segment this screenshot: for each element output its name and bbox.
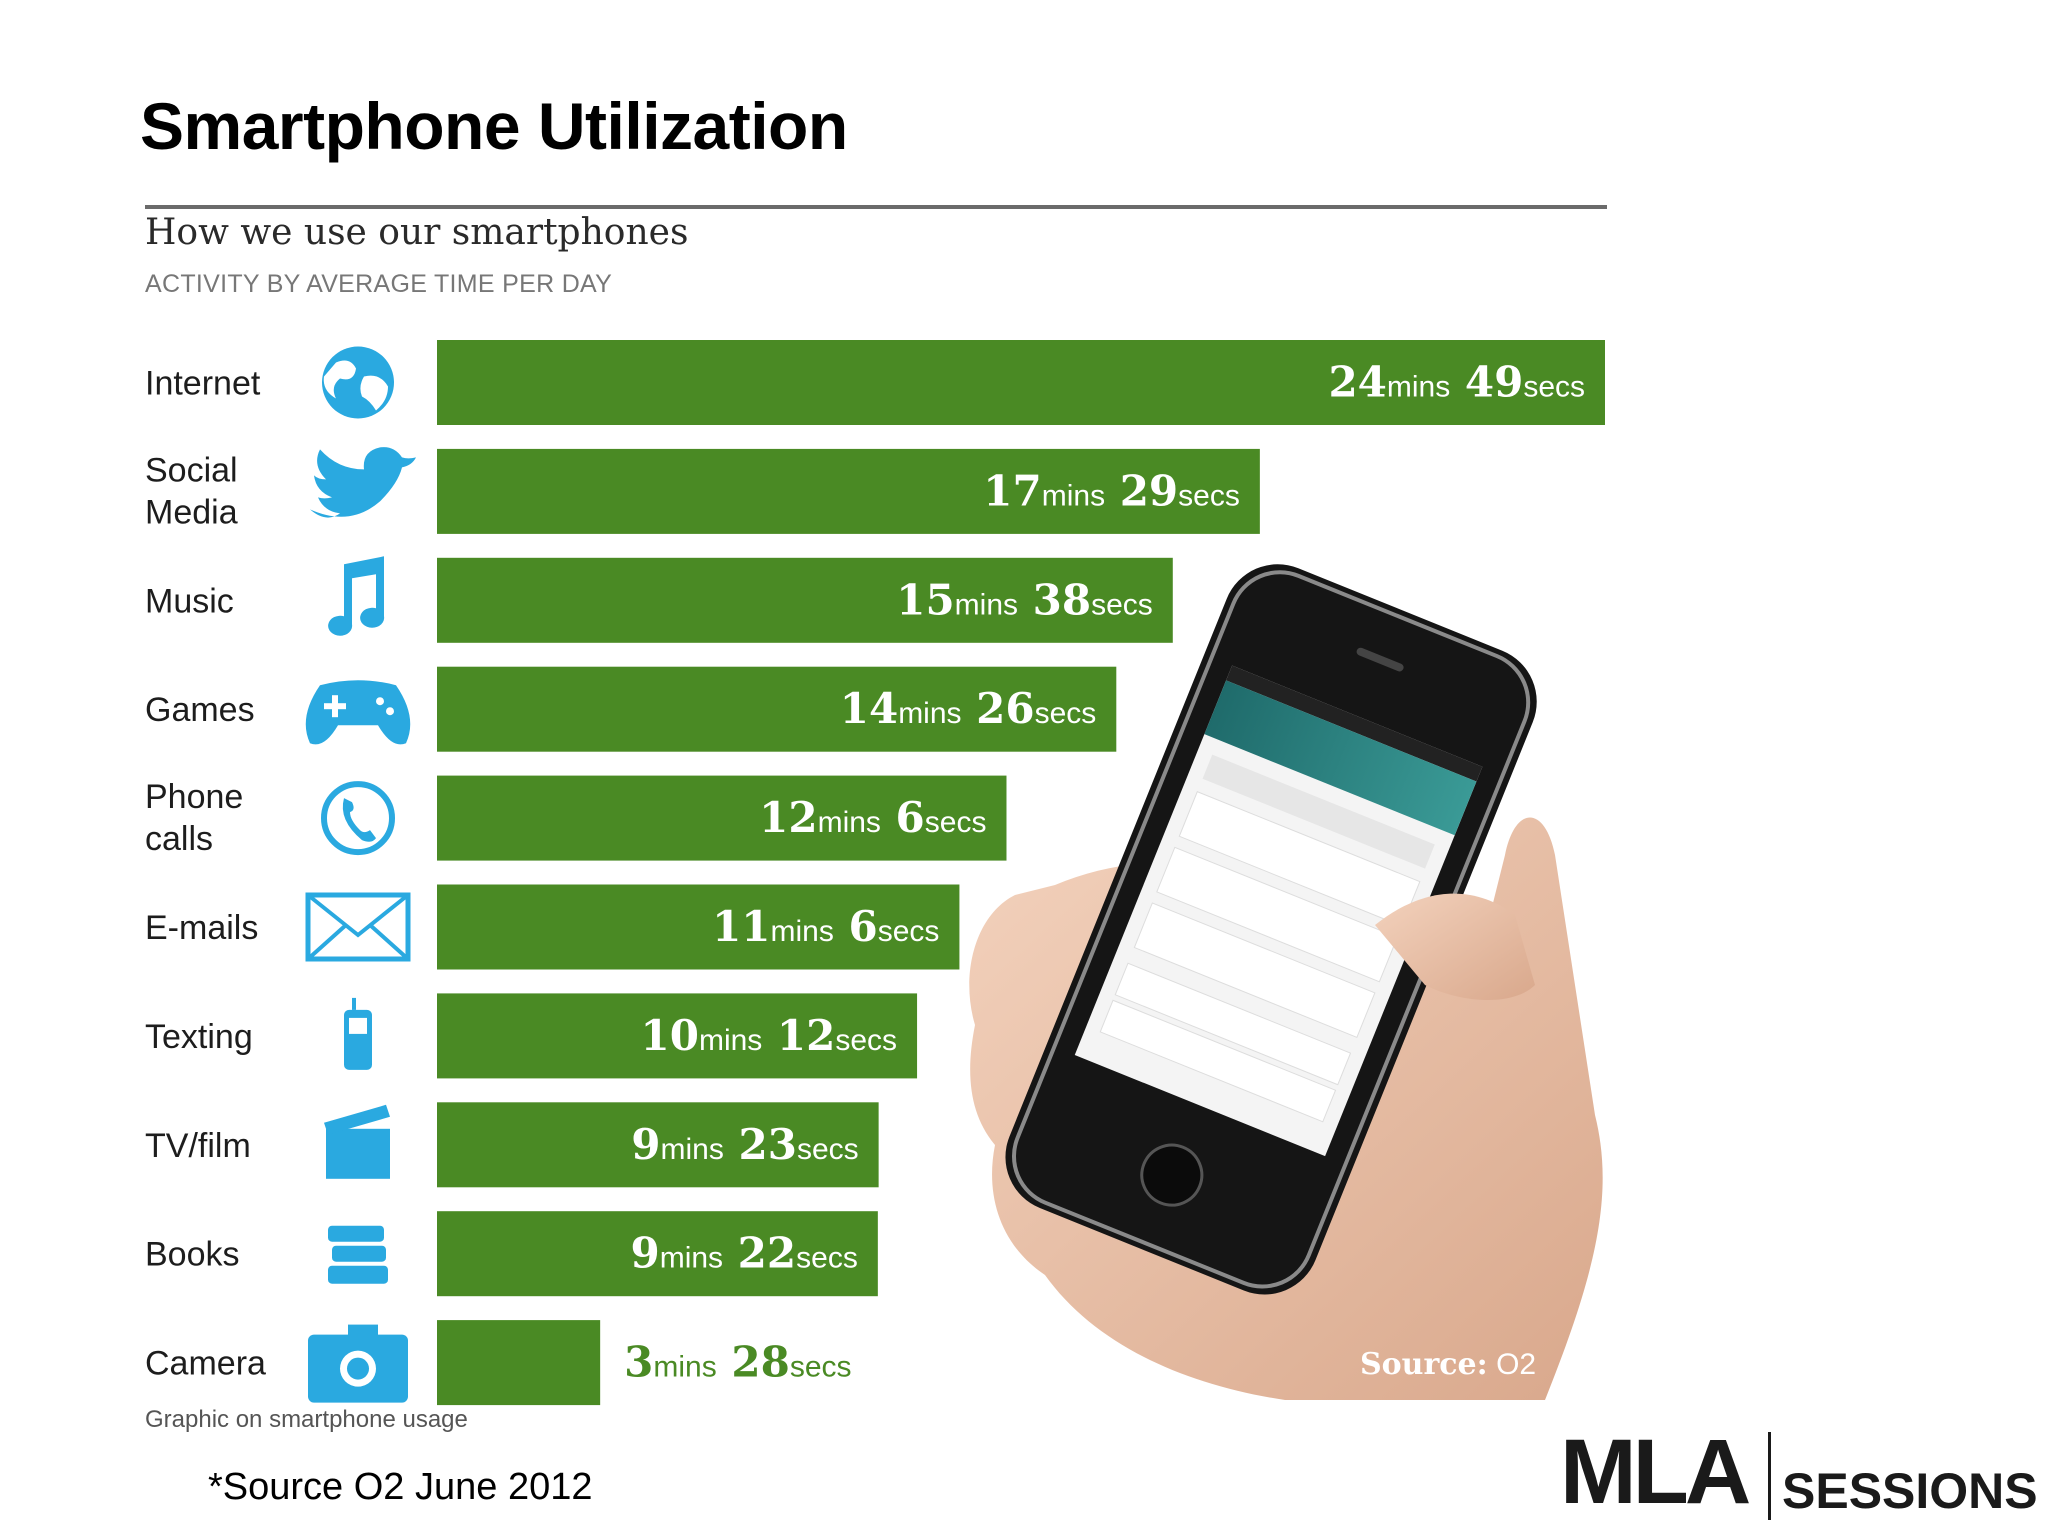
globe-icon [322, 346, 394, 419]
category-label: Books [145, 1236, 240, 1274]
value-label: 11mins 6secs [712, 902, 939, 951]
category-label: Music [145, 582, 234, 620]
value-label: 17mins 29secs [983, 466, 1240, 515]
bar-texting [437, 993, 918, 1079]
phone-icon [321, 781, 395, 856]
category-label: Phone calls [145, 778, 243, 858]
category-label: Internet [145, 365, 261, 403]
mobile-icon [344, 997, 372, 1070]
books-icon [328, 1225, 388, 1284]
bar-books [437, 1211, 878, 1297]
category-label: Texting [145, 1018, 253, 1056]
bar-camera [437, 1320, 601, 1406]
chart-subtitle: ACTIVITY BY AVERAGE TIME PER DAY [145, 270, 613, 298]
bar-e-mails [437, 884, 960, 970]
slide-title: Smartphone Utilization [140, 89, 848, 163]
value-label: 3mins 28secs [624, 1338, 851, 1387]
category-label: Camera [145, 1345, 266, 1383]
value-label: 12mins 6secs [759, 793, 986, 842]
camera-icon [308, 1324, 408, 1403]
mla-sessions-logo: MLA SESSIONS [1560, 1421, 2038, 1523]
bar-internet [437, 340, 1605, 425]
bar-social-media [437, 448, 1260, 534]
value-label: 9mins 23secs [631, 1120, 858, 1169]
category-label: Games [145, 691, 255, 729]
bar-phone-calls [437, 775, 1007, 861]
gamepad-icon [305, 680, 411, 745]
envelope-icon [305, 892, 411, 962]
chart-caption: Graphic on smartphone usage [145, 1406, 468, 1433]
value-label: 24mins 49secs [1328, 358, 1585, 407]
category-label: E-mails [145, 909, 258, 947]
clapperboard-icon [324, 1104, 390, 1179]
source-footnote: *Source O2 June 2012 [208, 1466, 593, 1508]
value-label: 10mins 12secs [641, 1011, 898, 1060]
chart-title: How we use our smartphones [145, 212, 689, 253]
bird-icon [310, 447, 416, 518]
value-label: 9mins 22secs [630, 1229, 857, 1278]
chart-top-rule [145, 205, 1607, 209]
bar-tv-film [437, 1102, 879, 1188]
image-source-label: Source: O2 [1360, 1347, 1537, 1382]
category-label: Social Media [145, 451, 238, 531]
music-note-icon [328, 556, 385, 636]
category-label: TV/film [145, 1127, 251, 1165]
phone-in-hand-illustration [969, 564, 1603, 1400]
